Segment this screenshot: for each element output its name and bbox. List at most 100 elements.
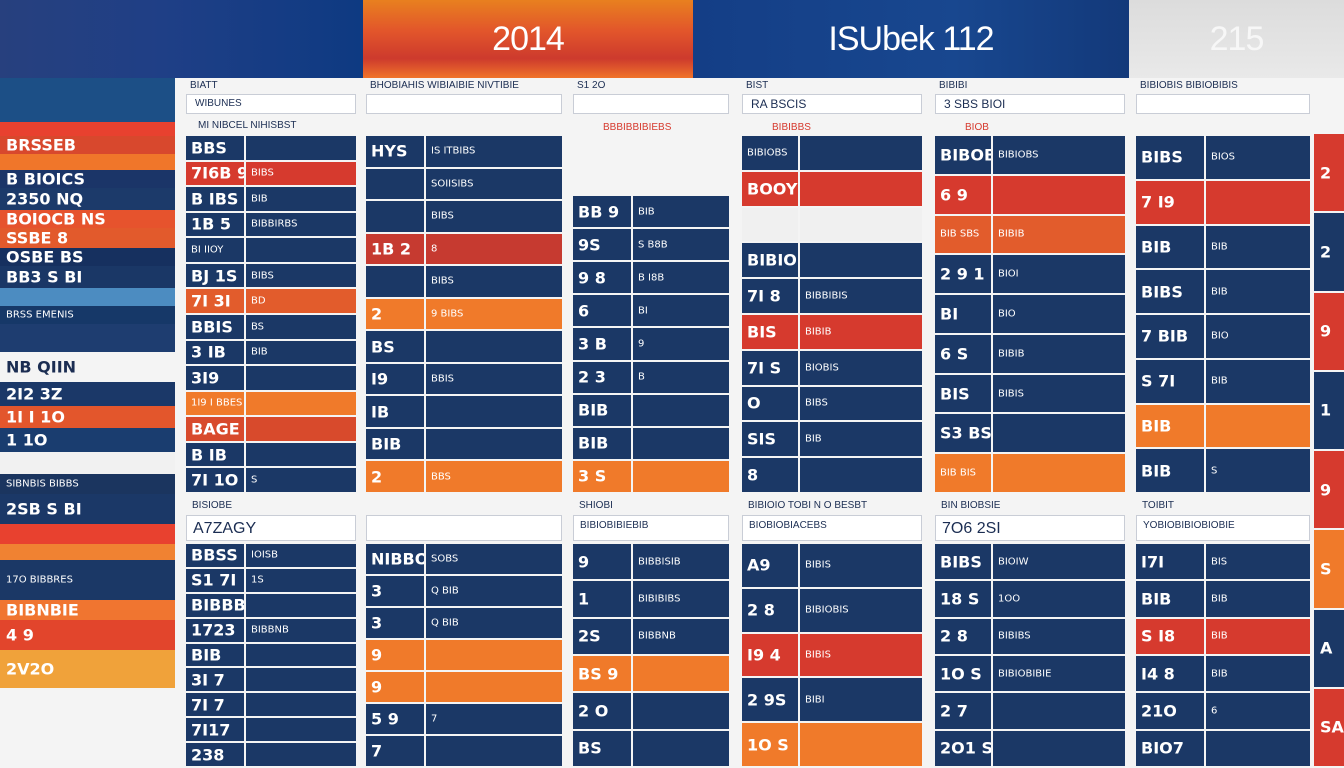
col_e-cell2-value: 1O S: [940, 664, 982, 684]
col_b-cell2-note: Q BIB: [431, 585, 459, 597]
col_b-cell2-value: 3: [371, 581, 383, 601]
col_b-cell2-value: 9: [371, 677, 383, 697]
left-row: [0, 122, 175, 136]
col_a-title2: A7ZAGY: [193, 520, 257, 537]
col_b-cell-left: 2: [366, 461, 424, 492]
right-edge-cell: 9: [1314, 451, 1344, 529]
col_d-cell2-value: 1O S: [747, 735, 789, 755]
col_d-cell2-left: 2 9S: [742, 678, 798, 722]
col_d-cell-right: [800, 458, 922, 492]
left-row-text: BIBNBIE: [6, 600, 79, 620]
col_b-cell2-left: 9: [366, 640, 424, 670]
col_c-cell-right: BI: [633, 295, 729, 327]
col_a-cell-left: 1I9 I BBES: [186, 391, 244, 416]
col_c-cell-left: 2 3: [573, 361, 631, 393]
col_e-title: 3 SBS BIOI: [944, 97, 1006, 111]
col_d-cell-left: O: [742, 386, 798, 421]
col_a-cell-left: B IBS: [186, 187, 244, 211]
col_a-cell-value: BJ 1S: [191, 266, 238, 286]
col_f-cell2-value: S I8: [1141, 626, 1176, 646]
col_a-cell-right: BIB: [246, 340, 356, 365]
col_a-head-box-2: A7ZAGY: [186, 515, 356, 541]
right-edge-value: A: [1320, 638, 1333, 658]
col_f-cell2-right: 6: [1206, 693, 1310, 729]
left-strip: BRSSEB B BIOICS 2350 NQ BOIOCB NS SSBE 8 OSBE…: [0, 78, 175, 768]
col_d-cell2-left: 2 8: [742, 588, 798, 632]
col_d-cell-right: BIBBIBIS: [800, 279, 922, 313]
left-row: 17O BIBBRES: [0, 560, 175, 600]
left-row: BOIOCB NS: [0, 210, 175, 228]
col_e-cell-note: BIBIOBS: [998, 149, 1039, 161]
col_e-cell-left: BIB BIS: [935, 454, 991, 492]
col_f-cell-value: BIB: [1141, 237, 1172, 257]
col_e-cell2-right: BIBIOBIBIE: [993, 656, 1125, 692]
col_e-cell-left: BIS: [935, 374, 991, 413]
col_f-cell-value: BIBS: [1141, 282, 1183, 302]
col_c-cell-right: [633, 427, 729, 459]
col_c-cell-right: B: [633, 361, 729, 393]
col_e-cell2-value: 18 S: [940, 589, 980, 609]
col_c-cell-value: BB 9: [578, 202, 620, 222]
col_d-cell2-value: 2 9S: [747, 690, 787, 710]
col_e-cell2-note: 1OO: [998, 593, 1021, 605]
col_e-cell2-right: 1OO: [993, 581, 1125, 617]
col_a-cell-right: [246, 238, 356, 262]
right-edge-value: 1: [1320, 400, 1332, 420]
col_c-cell-left: BIB: [573, 427, 631, 459]
col_e-cell-right: [993, 175, 1125, 214]
col_d-cell-value: SIS: [747, 429, 776, 449]
col_d-cell-value: BIS: [747, 322, 777, 342]
col_e-head-label: BIBIBI: [939, 80, 968, 91]
col_e-cell2-value: 2O1 S: [940, 738, 991, 758]
col_d-cell-left: BIBIOBS: [742, 136, 798, 170]
col_d-cell2-left: A9: [742, 544, 798, 587]
col_f-cell-note: BIB: [1211, 375, 1228, 387]
col_f-head-label: BIBIOBIS BIBIOBIBIS: [1140, 80, 1238, 91]
col_e-column: BIBIBI 3 SBS BIOI BIOB BIBOBS BIBIOBS 6 9 BIB …: [935, 78, 1127, 768]
col_a-cell2-value: 238: [191, 745, 225, 765]
col_a-cell-note: BIBS: [251, 167, 274, 179]
col_a-head-box: WIBUNES: [186, 94, 356, 114]
left-row-text: B BIOICS: [6, 170, 86, 188]
col_f-cell2-note: BIB: [1211, 593, 1228, 605]
col_e-cell-value: 6 9: [940, 185, 968, 205]
col_a-cell-value: BAGE: [191, 419, 240, 439]
col_a-cell-note: S: [251, 474, 258, 486]
left-row-text: SIBNBIS BIBBS: [6, 478, 79, 490]
col_c-cell-left: BIB: [573, 394, 631, 426]
left-row: 2I2 3Z: [0, 382, 175, 406]
col_d-cell2-note: BIBIS: [805, 649, 831, 661]
col_b-cell2-left: 5 9: [366, 704, 424, 734]
left-row: 1I I 1O: [0, 406, 175, 428]
left-row: 1 1O: [0, 428, 175, 452]
col_a-cell2-value: BIB: [191, 645, 222, 665]
col_f-cell-left: BIBS: [1136, 136, 1204, 179]
left-row-text: BOIOCB NS: [6, 210, 106, 228]
col_d-cell-right: BIB: [800, 422, 922, 457]
col_a-cell-right: [246, 136, 356, 160]
col_c-cell2-right: BIBIBIBS: [633, 581, 729, 617]
col_a-cell2-value: 7I17: [191, 720, 231, 740]
col_b-cell-right: [426, 331, 562, 362]
col_c-cell-note: BIB: [638, 206, 655, 218]
col_e-cell-value: BIS: [940, 384, 970, 404]
col_a-column: BIATT WIBUNES MI NIBCEL NIHISBST BBS 7I6B 9 B…: [186, 78, 358, 768]
col_a-cell2-value: 1723: [191, 620, 236, 640]
col_a-cell-right: [246, 417, 356, 441]
col_b-cell2-right: [426, 672, 562, 702]
col_a-cell2-right: 1S: [246, 568, 356, 592]
col_b-cell2-note: 7: [431, 713, 438, 725]
col_c-head-box: [573, 94, 729, 114]
col_a-cell-note: BIB: [251, 193, 268, 205]
col_d-cell2-value: 2 8: [747, 600, 775, 620]
col_f-cell2-right: [1206, 730, 1310, 766]
col_b-cell2-left: 3: [366, 576, 424, 606]
left-row-text: 1I I 1O: [6, 407, 65, 427]
col_b-head-box-2: [366, 515, 562, 541]
left-row: BRSSEB: [0, 136, 175, 154]
col_d-cell-value: 7I S: [747, 358, 782, 378]
col_f-head-box-2: YOBIOBIBIOBIOBIE: [1136, 515, 1310, 541]
col_f-cell2-left: S I8: [1136, 618, 1204, 654]
col_b-cell-note: 9 BIBS: [431, 308, 464, 320]
col_c-cell-note: BI: [638, 305, 648, 317]
